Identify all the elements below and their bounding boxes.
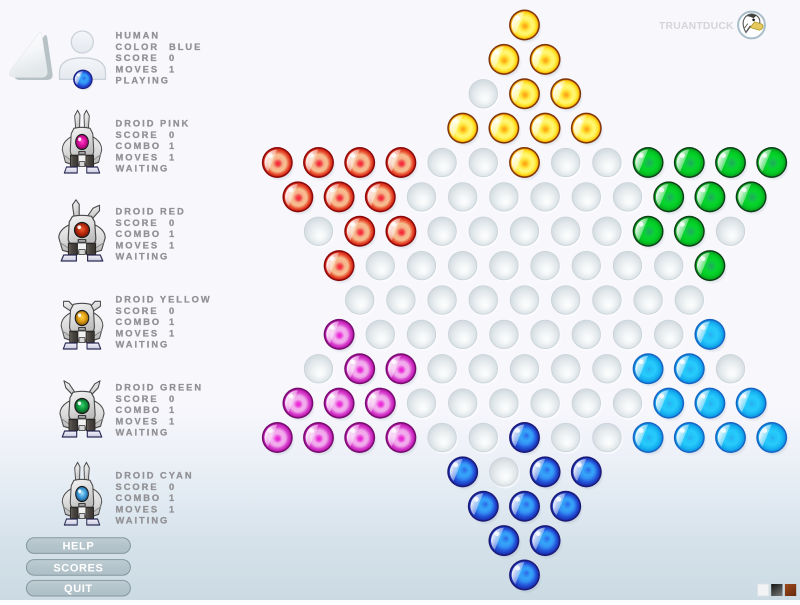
svg-text:SCORE: SCORE (116, 53, 159, 63)
svg-text:1: 1 (169, 328, 176, 338)
svg-text:1: 1 (169, 405, 176, 415)
svg-text:MOVES: MOVES (116, 64, 160, 74)
svg-text:WAITING: WAITING (116, 340, 170, 350)
svg-text:HUMAN: HUMAN (116, 31, 161, 41)
svg-text:DROID RED: DROID RED (116, 207, 186, 217)
svg-text:1: 1 (169, 64, 176, 74)
svg-text:0: 0 (169, 482, 176, 492)
svg-text:1: 1 (169, 141, 176, 151)
svg-text:MOVES: MOVES (116, 240, 160, 250)
svg-text:MOVES: MOVES (116, 416, 160, 426)
svg-text:WAITING: WAITING (116, 428, 170, 438)
svg-text:SCORE: SCORE (116, 218, 159, 228)
svg-text:SCORE: SCORE (116, 394, 159, 404)
svg-text:0: 0 (169, 306, 176, 316)
svg-text:COLOR: COLOR (116, 42, 160, 52)
svg-text:COMBO: COMBO (116, 405, 162, 415)
svg-text:TRUANTDUCK: TRUANTDUCK (659, 21, 734, 32)
svg-text:DROID PINK: DROID PINK (116, 119, 191, 129)
svg-text:HELP: HELP (63, 541, 95, 553)
svg-text:COMBO: COMBO (116, 141, 162, 151)
svg-text:0: 0 (169, 394, 176, 404)
svg-text:BLUE: BLUE (169, 42, 202, 52)
svg-text:DROID GREEN: DROID GREEN (116, 383, 204, 393)
svg-text:SCORE: SCORE (116, 306, 159, 316)
svg-text:QUIT: QUIT (64, 583, 93, 595)
svg-text:0: 0 (169, 218, 176, 228)
svg-text:COMBO: COMBO (116, 493, 162, 503)
svg-text:1: 1 (169, 240, 176, 250)
svg-text:0: 0 (169, 53, 176, 63)
svg-text:1: 1 (169, 504, 176, 514)
svg-text:1: 1 (169, 416, 176, 426)
svg-text:WAITING: WAITING (116, 516, 170, 526)
svg-text:SCORE: SCORE (116, 130, 159, 140)
svg-text:COMBO: COMBO (116, 229, 162, 239)
svg-text:MOVES: MOVES (116, 328, 160, 338)
svg-text:1: 1 (169, 317, 176, 327)
svg-text:SCORES: SCORES (53, 562, 103, 574)
svg-text:0: 0 (169, 130, 176, 140)
svg-text:SCORE: SCORE (116, 482, 159, 492)
svg-text:DROID CYAN: DROID CYAN (116, 471, 194, 481)
svg-text:1: 1 (169, 229, 176, 239)
svg-text:COMBO: COMBO (116, 317, 162, 327)
svg-text:PLAYING: PLAYING (116, 76, 170, 86)
svg-text:WAITING: WAITING (116, 252, 170, 262)
svg-text:MOVES: MOVES (116, 504, 160, 514)
svg-text:WAITING: WAITING (116, 164, 170, 174)
svg-text:DROID YELLOW: DROID YELLOW (116, 295, 212, 305)
svg-text:1: 1 (169, 493, 176, 503)
svg-text:MOVES: MOVES (116, 152, 160, 162)
svg-text:1: 1 (169, 152, 176, 162)
